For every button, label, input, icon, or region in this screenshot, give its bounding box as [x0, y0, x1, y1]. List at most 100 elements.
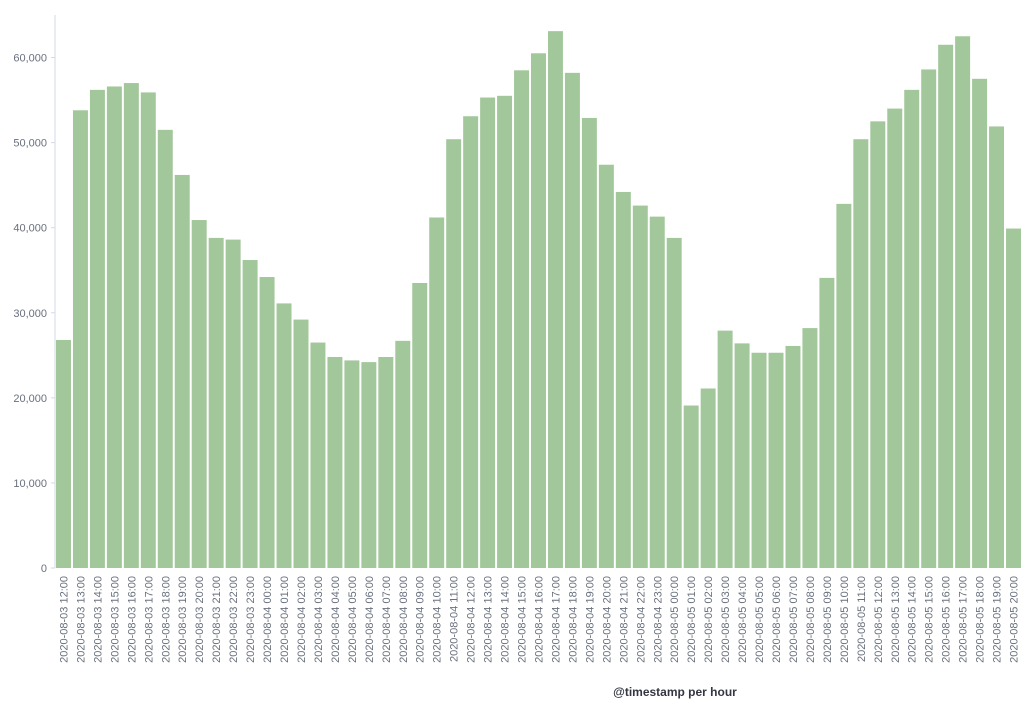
bar — [547, 31, 563, 569]
bar — [700, 388, 716, 568]
x-tick-label: 2020-08-04 09:00 — [415, 576, 427, 663]
bar — [497, 95, 513, 569]
x-tick-label: 2020-08-03 18:00 — [160, 576, 172, 663]
x-tick-label: 2020-08-05 06:00 — [771, 576, 783, 663]
x-tick-label: 2020-08-05 04:00 — [737, 576, 749, 663]
y-tick-label: 30,000 — [13, 308, 47, 320]
bar — [106, 86, 122, 569]
x-tick-label: 2020-08-03 22:00 — [228, 576, 240, 663]
x-tick-label: 2020-08-05 19:00 — [992, 576, 1004, 663]
bar — [463, 116, 479, 568]
bar — [666, 237, 682, 568]
bar — [361, 362, 377, 568]
x-tick-label: 2020-08-05 00:00 — [669, 576, 681, 663]
y-tick-label: 10,000 — [13, 478, 47, 490]
x-tick-label: 2020-08-04 23:00 — [652, 576, 664, 663]
x-tick-label: 2020-08-05 11:00 — [856, 576, 868, 662]
x-tick-label: 2020-08-04 17:00 — [550, 576, 562, 663]
bar — [157, 129, 173, 568]
x-tick-label: 2020-08-04 11:00 — [449, 576, 461, 662]
x-tick-label: 2020-08-04 13:00 — [483, 576, 495, 663]
bar — [208, 237, 224, 568]
x-tick-label: 2020-08-04 01:00 — [279, 576, 291, 663]
y-tick-label: 20,000 — [13, 393, 47, 405]
y-tick-label: 50,000 — [13, 138, 47, 150]
x-tick-label: 2020-08-05 03:00 — [720, 576, 732, 663]
bar — [598, 164, 614, 568]
x-tick-label: 2020-08-05 07:00 — [788, 576, 800, 663]
bar — [429, 217, 445, 568]
bar — [632, 205, 648, 568]
x-tick-label: 2020-08-03 16:00 — [126, 576, 138, 663]
x-tick-label: 2020-08-03 17:00 — [143, 576, 155, 663]
x-tick-label: 2020-08-05 01:00 — [686, 576, 698, 663]
bar — [327, 357, 343, 568]
x-tick-label: 2020-08-04 12:00 — [466, 576, 478, 663]
x-tick-label: 2020-08-04 04:00 — [330, 576, 342, 663]
x-tick-label: 2020-08-04 21:00 — [618, 576, 630, 663]
bar — [955, 36, 971, 569]
x-tick-label: 2020-08-05 15:00 — [924, 576, 936, 663]
x-tick-label: 2020-08-03 23:00 — [245, 576, 257, 663]
x-tick-label: 2020-08-05 12:00 — [873, 576, 885, 663]
y-tick-label: 60,000 — [13, 53, 47, 65]
bar — [870, 121, 886, 568]
x-tick-label: 2020-08-03 12:00 — [58, 576, 70, 663]
bar — [836, 203, 852, 568]
x-tick-label: 2020-08-05 16:00 — [941, 576, 953, 663]
x-tick-label: 2020-08-04 14:00 — [500, 576, 512, 663]
bar — [72, 110, 88, 568]
bar — [819, 277, 835, 568]
bar — [887, 108, 903, 568]
bar — [480, 97, 496, 569]
x-tick-label: 2020-08-03 14:00 — [92, 576, 104, 663]
bar — [683, 405, 699, 568]
bar — [989, 126, 1005, 568]
bar — [564, 72, 580, 569]
bar — [293, 319, 309, 568]
bar — [174, 174, 190, 568]
bar — [785, 345, 801, 568]
bar — [649, 216, 665, 568]
bar — [56, 339, 71, 568]
x-tick-label: 2020-08-03 19:00 — [177, 576, 189, 663]
x-tick-label: 2020-08-05 18:00 — [975, 576, 987, 663]
x-tick-label: 2020-08-03 13:00 — [75, 576, 87, 663]
bar — [191, 220, 207, 568]
bar — [446, 139, 462, 568]
x-tick-label: 2020-08-04 18:00 — [567, 576, 579, 663]
bar — [802, 328, 818, 568]
bar — [972, 78, 988, 569]
bar — [751, 352, 767, 568]
bar — [395, 340, 411, 568]
bar — [1006, 228, 1021, 568]
x-tick-label: 2020-08-04 02:00 — [296, 576, 308, 663]
bar — [615, 191, 631, 568]
x-tick-label: 2020-08-04 15:00 — [517, 576, 529, 663]
x-tick-label: 2020-08-05 05:00 — [754, 576, 766, 663]
bar — [310, 342, 326, 568]
x-tick-label: 2020-08-04 08:00 — [398, 576, 410, 663]
x-tick-label: 2020-08-05 02:00 — [703, 576, 715, 663]
bar — [140, 92, 156, 569]
bar — [242, 260, 258, 568]
bar — [904, 89, 920, 569]
x-tick-label: 2020-08-05 14:00 — [907, 576, 919, 663]
bar — [921, 69, 937, 569]
bar — [344, 360, 360, 568]
bar — [225, 239, 241, 568]
x-tick-label: 2020-08-04 16:00 — [534, 576, 546, 663]
x-tick-label: 2020-08-04 00:00 — [262, 576, 274, 663]
bar — [514, 70, 530, 569]
y-tick-label: 0 — [41, 563, 47, 575]
bar — [581, 117, 597, 568]
bar — [259, 277, 275, 568]
x-tick-label: 2020-08-03 20:00 — [194, 576, 206, 663]
x-tick-label: 2020-08-04 06:00 — [364, 576, 376, 663]
x-tick-label: 2020-08-04 10:00 — [432, 576, 444, 663]
bar — [768, 352, 784, 568]
bar — [378, 357, 394, 568]
y-tick-label: 40,000 — [13, 223, 47, 235]
bar — [123, 83, 139, 569]
